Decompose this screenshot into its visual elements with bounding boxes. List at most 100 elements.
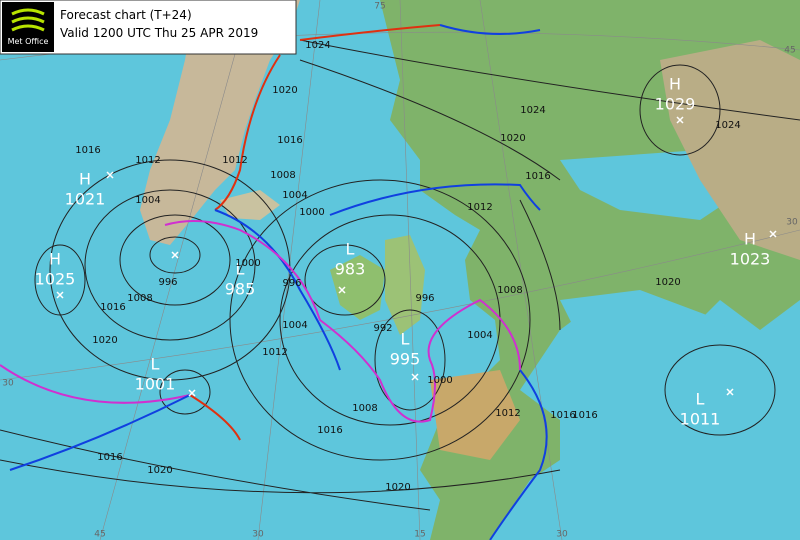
isobar: [664, 344, 776, 436]
pressure-type: L: [236, 260, 245, 279]
isobars: [0, 39, 800, 511]
isobar-label: 1016: [277, 135, 302, 146]
pressure-type: H: [49, 250, 61, 269]
isobar: [119, 214, 231, 306]
isobar-label: 1020: [385, 482, 410, 493]
pressure-type: L: [696, 390, 705, 409]
isobar-label: 1004: [282, 190, 307, 201]
chart-title: Forecast chart (T+24): [60, 8, 192, 22]
isobar-label: 1004: [135, 195, 160, 206]
isobar-label: 1012: [222, 155, 247, 166]
pressure-type: H: [744, 230, 756, 249]
isobar-label: 1004: [467, 330, 492, 341]
pressure-value: 983: [335, 260, 366, 279]
center-cross: [338, 286, 346, 294]
isobar-label: 1012: [135, 155, 160, 166]
isobar-label: 1000: [299, 207, 324, 218]
isobar: [159, 369, 211, 415]
greenland: [140, 0, 300, 245]
cold-front: [439, 24, 541, 35]
pressure-value: 1029: [655, 95, 696, 114]
pressure-value: 1025: [35, 270, 76, 289]
isobar-label: 1000: [235, 258, 260, 269]
center-cross: [188, 389, 196, 397]
center-cross: [56, 291, 64, 299]
isobar: [0, 39, 800, 511]
pressure-value: 995: [390, 350, 421, 369]
occluded-front: [0, 364, 191, 404]
mediterranean: [560, 290, 760, 420]
center-cross: [676, 116, 684, 124]
iceland: [220, 190, 280, 220]
scandinavia-high: [660, 40, 800, 260]
pressure-type: L: [346, 240, 355, 259]
isobar-label: 1012: [467, 202, 492, 213]
isobar: [304, 244, 386, 316]
isobar-label: 1020: [272, 85, 297, 96]
isobar-label: 1024: [715, 120, 740, 131]
isobar-label: 1008: [352, 403, 377, 414]
logo-mark: [11, 8, 45, 32]
isobar-label: 1016: [97, 452, 122, 463]
isobar-label: 992: [373, 323, 392, 334]
graticule-label: 30: [252, 530, 264, 540]
pressure-value: 1021: [65, 190, 106, 209]
isobar-label: 1020: [147, 465, 172, 476]
isobar-label: 996: [415, 293, 434, 304]
isobar: [639, 64, 721, 156]
center-cross: [411, 373, 419, 381]
graticule-label: 45: [94, 530, 105, 540]
isobar: [84, 189, 256, 341]
cold-front: [489, 369, 548, 540]
graticule-label: 15: [414, 530, 425, 540]
pressure-value: 1001: [135, 375, 176, 394]
center-cross: [171, 251, 179, 259]
cold-front: [214, 209, 341, 371]
graticule-label: 45: [784, 46, 795, 56]
isobar-label: 996: [158, 277, 177, 288]
graticule-label: 30: [786, 218, 798, 228]
isobar-label: 1016: [100, 302, 125, 313]
isobar-label: 1000: [427, 375, 452, 386]
fronts: [0, 24, 548, 540]
isobar: [279, 214, 501, 426]
graticule-label: 75: [374, 2, 385, 12]
pressure-type: H: [79, 170, 91, 189]
isobar-label: 1024: [520, 105, 545, 116]
isobar-label: 1020: [500, 133, 525, 144]
isobar-label: 1012: [495, 408, 520, 419]
graticule-label: 30: [2, 379, 14, 389]
isobar-label: 1016: [525, 171, 550, 182]
isobar-label: 1016: [75, 145, 100, 156]
isobar-label: 1008: [127, 293, 152, 304]
isobar: [49, 159, 291, 381]
occluded-front: [164, 220, 521, 423]
pressure-value: 1011: [680, 410, 721, 429]
warm-front: [189, 394, 241, 441]
isobar: [149, 236, 201, 274]
isobar-label: 1020: [92, 335, 117, 346]
pressure-value: 1023: [730, 250, 771, 269]
iberia: [430, 370, 520, 460]
center-cross: [106, 171, 114, 179]
valid-time: Valid 1200 UTC Thu 25 APR 2019: [60, 26, 258, 40]
isobar: [374, 309, 446, 411]
ireland: [330, 255, 385, 320]
pressure-type: H: [669, 75, 681, 94]
center-cross: [726, 388, 734, 396]
isobar: [229, 179, 531, 461]
isobar-label: 1016: [572, 410, 597, 421]
pressure-value: 985: [225, 280, 256, 299]
isobar-label: 1012: [262, 347, 287, 358]
isobar-label: 996: [282, 278, 301, 289]
isobar-label: 1008: [497, 285, 522, 296]
isobar-label: 1016: [550, 410, 575, 421]
graticule-label: 30: [556, 530, 568, 540]
isobar-label: 1008: [270, 170, 295, 181]
center-cross: [769, 230, 777, 238]
logo-text: Met Office: [8, 37, 49, 46]
pressure-type: L: [401, 330, 410, 349]
isobar-label: 1004: [282, 320, 307, 331]
warm-front: [214, 54, 281, 211]
